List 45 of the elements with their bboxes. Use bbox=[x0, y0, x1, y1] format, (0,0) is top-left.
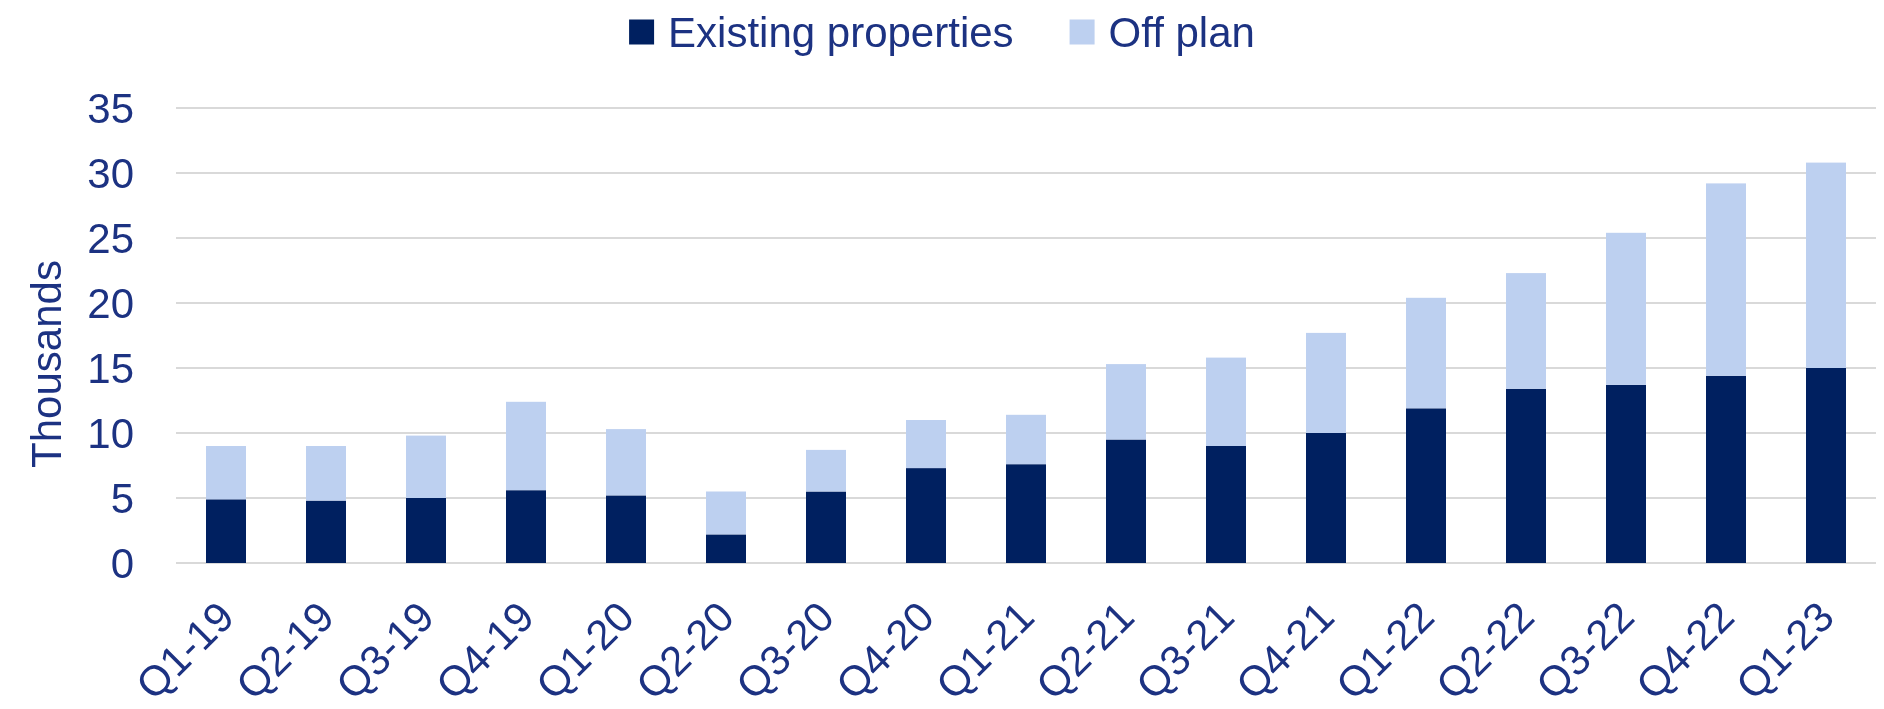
bar bbox=[506, 401, 546, 491]
bar bbox=[1606, 232, 1646, 385]
y-tick-label: 20 bbox=[87, 279, 134, 327]
bar bbox=[1006, 414, 1046, 465]
y-tick-label: 35 bbox=[87, 84, 134, 132]
bar bbox=[806, 449, 846, 492]
bar bbox=[1706, 375, 1746, 563]
bar bbox=[1806, 368, 1846, 563]
y-axis-title: Thousands bbox=[22, 260, 70, 468]
bar bbox=[306, 500, 346, 563]
bar bbox=[1706, 183, 1746, 376]
bar bbox=[906, 468, 946, 563]
bar bbox=[1306, 332, 1346, 433]
bar bbox=[906, 420, 946, 469]
bar bbox=[1506, 273, 1546, 389]
y-tick-label: 25 bbox=[87, 214, 134, 262]
bar bbox=[1606, 384, 1646, 563]
legend-label: Existing properties bbox=[668, 8, 1014, 56]
bar bbox=[206, 499, 246, 563]
bar bbox=[206, 446, 246, 500]
y-tick-label: 30 bbox=[87, 149, 134, 197]
y-tick-label: 15 bbox=[87, 344, 134, 392]
bar bbox=[806, 491, 846, 563]
bar bbox=[506, 490, 546, 563]
y-tick-label: 10 bbox=[87, 409, 134, 457]
y-tick-label: 5 bbox=[110, 474, 134, 522]
bar bbox=[1106, 364, 1146, 440]
bar bbox=[1206, 446, 1246, 563]
bar bbox=[606, 495, 646, 563]
bar bbox=[1106, 439, 1146, 563]
bar bbox=[406, 435, 446, 498]
bar bbox=[1306, 433, 1346, 563]
bar bbox=[606, 429, 646, 496]
y-tick-label: 0 bbox=[110, 539, 134, 587]
bar bbox=[706, 534, 746, 563]
bar bbox=[1506, 388, 1546, 563]
bar bbox=[1406, 297, 1446, 409]
bar bbox=[1406, 408, 1446, 563]
bar bbox=[706, 491, 746, 535]
bar bbox=[406, 498, 446, 563]
legend-label: Off plan bbox=[1108, 8, 1255, 56]
bar bbox=[306, 446, 346, 501]
bar bbox=[1806, 162, 1846, 368]
bar bbox=[1006, 464, 1046, 563]
bar bbox=[1206, 357, 1246, 446]
